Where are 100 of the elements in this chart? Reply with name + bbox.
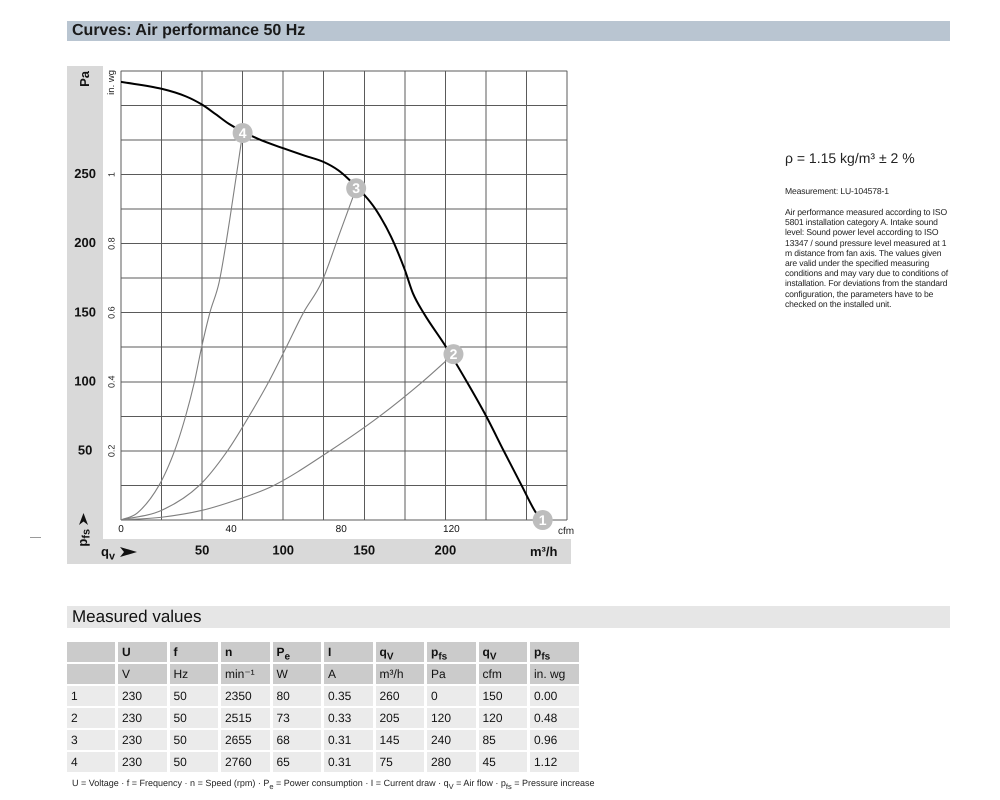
data-label: 230: [122, 755, 142, 769]
row-header-cell: 2: [67, 708, 115, 728]
header-cell: m³/h: [376, 664, 424, 684]
x-tick-label: P$_{e}$: [276, 645, 290, 664]
data-label: 50: [174, 711, 187, 725]
data-label: 145: [380, 733, 400, 747]
y-tick-label: 100: [74, 373, 96, 388]
annotation: 3: [352, 180, 360, 196]
x-tick-label: f: [174, 645, 178, 659]
y-tick-label: 4: [71, 755, 78, 769]
x-tick-label: 150: [353, 542, 376, 558]
y-tick-label: 3: [71, 733, 78, 747]
x-tick-label: p$_{fs}$: [431, 645, 448, 664]
header-cell: p$_{fs}$: [530, 642, 578, 662]
data-label: 45: [482, 755, 496, 769]
y2-tick-label: 0.2: [106, 444, 116, 458]
text: Air performance measured according to ISO 5801 installation category A. Intake sound level: Sound power level according to ISO 13347 / sound pressure level measured at 1 m distance from fan axis. The values given are valid under the specified measuring conditions and may vary due to conditions of installation. For deviations from the standard configuration, the parameters have to be checked on the installed unit.: [785, 207, 948, 309]
annotation: 4: [238, 124, 247, 141]
row-header-cell: 1: [67, 686, 115, 706]
x-tick-label: 200: [434, 542, 456, 558]
data-label: 280: [431, 755, 452, 769]
header-cell: cfm: [478, 664, 527, 684]
annotation: 2: [450, 346, 458, 362]
data-label: 73: [276, 711, 290, 725]
header-cell: P$_{e}$: [272, 642, 321, 662]
data-label: 0.33: [328, 711, 352, 725]
text: Measurement: LU-104578-1: [785, 186, 889, 196]
y2-tick-label: 1: [106, 172, 116, 177]
header-cell: n: [221, 642, 270, 662]
x-tick-label: I: [328, 645, 332, 659]
data-label: 85: [482, 733, 496, 747]
data-label: 150: [482, 689, 503, 703]
data-label: 0.48: [534, 711, 558, 725]
header-cell: min⁻¹: [221, 664, 270, 684]
x-tick-label: n: [225, 645, 232, 659]
header-cell: p$_{fs}$: [427, 642, 476, 662]
y2-tick-label: 0.4: [106, 376, 116, 388]
y2-tick-label: 0.6: [106, 306, 116, 319]
data-label: 240: [431, 733, 452, 747]
data-label: 2350: [225, 689, 252, 703]
y-axis-title: Pa: [77, 71, 92, 87]
data-label: 205: [380, 711, 400, 725]
data-label: 1.12: [534, 755, 558, 769]
data-label: 230: [122, 711, 142, 725]
header-cell: f: [170, 642, 218, 662]
data-label: 0: [431, 689, 438, 703]
x-tick-label: 50: [194, 542, 210, 558]
header-cell: W: [272, 664, 321, 684]
header-cell: q$_{V}$: [478, 642, 527, 662]
x2-tick-label: 40: [226, 524, 238, 535]
header-cell: Hz: [170, 664, 218, 684]
data-label: 0.31: [328, 755, 352, 769]
text: U = Voltage · f = Frequency · n = Speed (rpm) · P$_{e}$ = Power consumption · I = Current draw · q$_{V}$ = Air flow · p$_{fs}$ = Pressure increase: [72, 778, 595, 791]
y2-tick-label: 0.8: [106, 237, 116, 250]
data-label: 68: [276, 733, 290, 747]
x-tick-label: U: [122, 645, 131, 659]
data-label: 230: [122, 689, 142, 703]
y-tick-label: 50: [78, 442, 92, 458]
data-label: 0.00: [534, 689, 558, 703]
data-label: 120: [431, 711, 452, 725]
row-header-cell: 3: [67, 730, 115, 750]
chart-title: Curves: Air performance 50 Hz: [72, 22, 306, 40]
data-label: 2515: [225, 711, 252, 725]
x-tick-label: q$_{V}$: [482, 645, 497, 664]
y-tick-label: 200: [74, 235, 96, 250]
header-cell: I: [324, 642, 372, 662]
data-label: 2760: [225, 755, 252, 769]
x2-axis-title: cfm: [558, 526, 574, 538]
data-label: 50: [174, 689, 187, 703]
data-label: 65: [276, 755, 290, 769]
data-label: 0.31: [328, 733, 352, 747]
data-label: 120: [482, 711, 503, 725]
x2-tick-label: 0: [118, 524, 124, 535]
data-label: 80: [276, 689, 290, 703]
data-label: 50: [174, 733, 187, 747]
text: ρ = 1.15 kg/m³ ± 2 %: [785, 150, 915, 166]
y-tick-label: 2: [71, 711, 78, 725]
header-cell: Pa: [427, 664, 476, 684]
y-tick-label: 150: [74, 304, 96, 320]
x2-tick-label: 120: [443, 524, 460, 535]
header-cell: A: [324, 664, 372, 684]
header-cell: in. wg: [530, 664, 578, 684]
header-cell: V: [118, 664, 166, 684]
header-cell: q$_{V}$: [376, 642, 424, 662]
y2-axis-title: in. wg: [106, 70, 117, 95]
data-label: 75: [380, 755, 393, 769]
data-label: 0.96: [534, 733, 558, 747]
data-label: 260: [380, 689, 400, 703]
text: q$_{v}$: [101, 544, 115, 565]
x-tick-label: q$_{V}$: [380, 645, 394, 664]
chart-title: Measured values: [72, 607, 202, 627]
y-tick-label: 1: [71, 689, 78, 703]
data-label: 50: [174, 755, 187, 769]
row-header-cell: 4: [67, 752, 115, 772]
y-tick-label: 250: [74, 166, 96, 182]
x-tick-label: p$_{fs}$: [534, 645, 550, 664]
x-tick-label: 100: [272, 542, 294, 558]
x-axis-title: m³/h: [530, 544, 558, 559]
x2-tick-label: 80: [336, 524, 348, 535]
annotation: 1: [538, 512, 547, 528]
